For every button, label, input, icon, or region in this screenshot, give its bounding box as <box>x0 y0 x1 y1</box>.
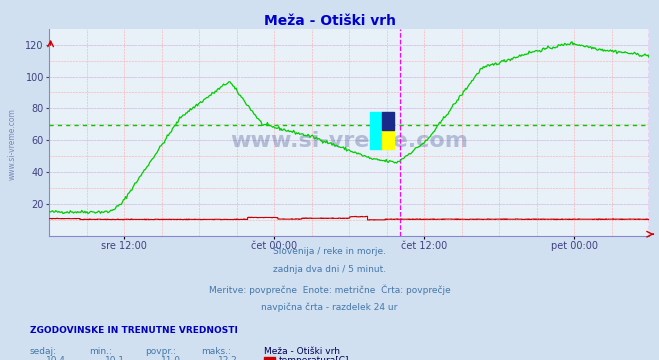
Text: 10,1: 10,1 <box>105 356 125 360</box>
Text: min.:: min.: <box>89 347 112 356</box>
Text: Meža - Otiški vrh: Meža - Otiški vrh <box>264 347 339 356</box>
Text: 12,2: 12,2 <box>217 356 237 360</box>
Text: www.si-vreme.com: www.si-vreme.com <box>8 108 17 180</box>
Text: ZGODOVINSKE IN TRENUTNE VREDNOSTI: ZGODOVINSKE IN TRENUTNE VREDNOSTI <box>30 326 237 335</box>
Text: navpična črta - razdelek 24 ur: navpična črta - razdelek 24 ur <box>262 303 397 312</box>
Text: Slovenija / reke in morje.: Slovenija / reke in morje. <box>273 247 386 256</box>
Text: Meritve: povprečne  Enote: metrične  Črta: povprečje: Meritve: povprečne Enote: metrične Črta:… <box>209 284 450 294</box>
Text: zadnja dva dni / 5 minut.: zadnja dva dni / 5 minut. <box>273 265 386 274</box>
Text: maks.:: maks.: <box>201 347 231 356</box>
Text: povpr.:: povpr.: <box>145 347 176 356</box>
Text: www.si-vreme.com: www.si-vreme.com <box>230 131 469 150</box>
Text: 11,0: 11,0 <box>161 356 181 360</box>
Text: sedaj:: sedaj: <box>30 347 57 356</box>
Text: Meža - Otiški vrh: Meža - Otiški vrh <box>264 14 395 28</box>
Bar <box>382 112 394 130</box>
Text: 10,4: 10,4 <box>46 356 66 360</box>
Bar <box>370 112 382 149</box>
Text: temperatura[C]: temperatura[C] <box>279 356 349 360</box>
Bar <box>382 130 394 149</box>
